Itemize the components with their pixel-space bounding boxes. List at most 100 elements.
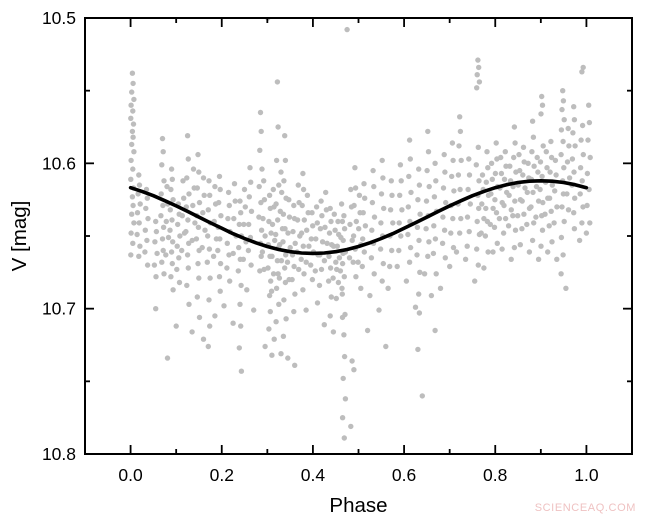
data-point [316,282,323,289]
data-point [168,274,174,280]
data-point [578,137,584,143]
data-point [339,285,345,291]
data-point [327,265,334,271]
data-point [327,205,333,212]
data-point [184,282,190,289]
data-point [273,201,279,207]
data-point [286,197,292,203]
data-point [275,271,281,277]
data-point [266,292,273,299]
data-point [548,154,555,161]
data-point [300,243,306,249]
data-point [510,213,516,219]
data-point [258,253,264,259]
data-point [303,307,309,313]
data-point [457,186,463,193]
data-point [580,204,586,210]
data-point [159,162,165,168]
data-point [289,276,295,283]
data-point [244,287,250,293]
data-point [398,233,404,239]
data-point [260,215,266,222]
data-point [405,231,411,238]
data-point [381,205,387,212]
data-point [421,271,428,277]
data-point [257,109,264,116]
data-point [378,191,385,197]
data-point [256,183,262,190]
data-point [145,215,151,222]
data-point [242,204,248,210]
data-point [270,186,276,193]
data-point [190,166,197,172]
data-point [428,292,435,299]
data-point [158,191,164,197]
data-point [353,218,359,225]
data-point [196,169,202,175]
data-point [268,288,275,294]
data-point [396,247,402,254]
data-point [309,210,315,216]
data-point [572,143,578,149]
data-point [560,252,566,258]
data-point [225,189,232,196]
data-point [576,237,583,244]
data-point [284,259,291,265]
data-point [200,175,207,181]
data-point [529,237,536,244]
data-point [298,230,305,236]
data-point [292,362,298,368]
data-point [238,323,244,329]
data-point [449,173,455,180]
data-point [294,217,301,223]
data-point [323,189,329,196]
data-point [136,172,142,178]
y-tick-label: 10.8 [42,444,76,464]
data-point [538,111,544,117]
data-point [258,227,265,233]
data-point [376,307,382,313]
data-point [364,327,371,334]
data-point [204,259,210,265]
data-point [520,144,527,150]
data-point [499,246,505,252]
data-point [241,221,247,228]
data-point [131,220,137,226]
data-point [520,172,526,178]
data-point [207,192,213,198]
data-point [318,266,325,273]
data-point [371,271,377,277]
data-point [341,353,348,360]
data-point [128,176,134,182]
data-point [196,199,203,206]
data-point [362,223,369,229]
data-point [240,256,246,262]
data-point [134,210,141,216]
data-point [464,214,471,220]
data-point [298,256,304,262]
data-point [419,393,425,399]
data-point [224,265,230,271]
data-point [137,243,143,249]
data-point [352,185,359,191]
data-point [412,304,419,310]
data-point [571,104,577,110]
data-point [128,115,134,122]
data-point [387,207,394,213]
data-point [238,282,244,289]
data-point [586,102,592,108]
data-point [300,170,306,177]
data-point [130,134,136,140]
data-point [196,314,203,321]
data-point [565,207,572,213]
data-point [282,226,288,232]
data-point [488,160,495,166]
data-point [167,207,173,213]
data-point [529,149,535,155]
data-point [490,205,496,212]
data-point [207,275,213,281]
data-point [341,226,348,232]
data-point [266,326,272,332]
data-point [268,278,274,284]
data-point [310,223,316,229]
